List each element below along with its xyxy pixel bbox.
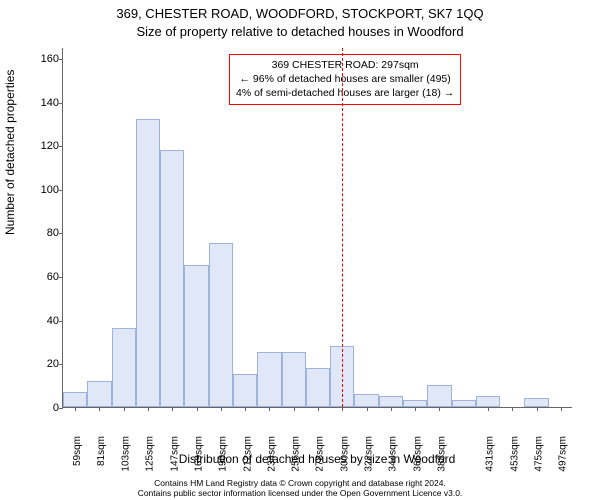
- plot-area: 369 CHESTER ROAD: 297sqm ← 96% of detach…: [62, 48, 572, 408]
- y-tick-mark: [59, 146, 63, 147]
- x-tick-mark: [318, 407, 319, 411]
- histogram-bar: [233, 374, 257, 407]
- x-tick-mark: [342, 407, 343, 411]
- histogram-bar: [427, 385, 451, 407]
- x-tick-mark: [488, 407, 489, 411]
- x-tick-mark: [99, 407, 100, 411]
- marker-info-box: 369 CHESTER ROAD: 297sqm ← 96% of detach…: [229, 54, 461, 105]
- y-tick-label: 40: [23, 315, 59, 327]
- y-tick-mark: [59, 190, 63, 191]
- histogram-bar: [476, 396, 500, 407]
- histogram-bar: [112, 328, 136, 407]
- histogram-bar: [209, 243, 233, 407]
- marker-line: [342, 48, 343, 407]
- histogram-bar: [136, 119, 160, 407]
- infobox-line2: ← 96% of detached houses are smaller (49…: [236, 72, 454, 86]
- infobox-line1: 369 CHESTER ROAD: 297sqm: [236, 58, 454, 72]
- x-tick-mark: [415, 407, 416, 411]
- y-tick-label: 120: [23, 140, 59, 152]
- y-tick-label: 60: [23, 271, 59, 283]
- histogram-bar: [184, 265, 208, 407]
- chart-title-main: 369, CHESTER ROAD, WOODFORD, STOCKPORT, …: [0, 6, 600, 21]
- x-tick-mark: [245, 407, 246, 411]
- x-tick-mark: [172, 407, 173, 411]
- histogram-bar: [63, 392, 87, 407]
- y-tick-label: 140: [23, 97, 59, 109]
- histogram-bar: [379, 396, 403, 407]
- y-tick-mark: [59, 59, 63, 60]
- x-tick-mark: [269, 407, 270, 411]
- y-tick-label: 0: [23, 402, 59, 414]
- infobox-line3: 4% of semi-detached houses are larger (1…: [236, 86, 454, 100]
- histogram-bar: [257, 352, 281, 407]
- histogram-bar: [354, 394, 378, 407]
- footer-line1: Contains HM Land Registry data © Crown c…: [154, 478, 446, 488]
- footer-line2: Contains public sector information licen…: [138, 488, 463, 498]
- y-tick-mark: [59, 103, 63, 104]
- chart-title-sub: Size of property relative to detached ho…: [0, 24, 600, 39]
- y-tick-mark: [59, 277, 63, 278]
- x-tick-mark: [148, 407, 149, 411]
- x-tick-mark: [197, 407, 198, 411]
- x-tick-mark: [439, 407, 440, 411]
- chart-container: 369, CHESTER ROAD, WOODFORD, STOCKPORT, …: [0, 0, 600, 500]
- histogram-bar: [160, 150, 184, 407]
- y-tick-mark: [59, 321, 63, 322]
- x-axis-label: Distribution of detached houses by size …: [62, 452, 572, 466]
- x-tick-mark: [391, 407, 392, 411]
- histogram-bar: [452, 400, 476, 407]
- x-tick-mark: [512, 407, 513, 411]
- x-tick-mark: [367, 407, 368, 411]
- y-tick-mark: [59, 233, 63, 234]
- x-tick-mark: [124, 407, 125, 411]
- y-tick-mark: [59, 364, 63, 365]
- y-tick-label: 20: [23, 358, 59, 370]
- x-tick-mark: [75, 407, 76, 411]
- footer-attribution: Contains HM Land Registry data © Crown c…: [0, 478, 600, 498]
- y-tick-label: 160: [23, 53, 59, 65]
- x-tick-mark: [537, 407, 538, 411]
- histogram-bar: [282, 352, 306, 407]
- histogram-bar: [87, 381, 111, 407]
- y-tick-mark: [59, 408, 63, 409]
- x-tick-mark: [221, 407, 222, 411]
- histogram-bar: [524, 398, 548, 407]
- histogram-bar: [306, 368, 330, 407]
- y-axis-label: Number of detached properties: [3, 70, 17, 235]
- x-tick-mark: [561, 407, 562, 411]
- x-tick-mark: [294, 407, 295, 411]
- y-tick-label: 80: [23, 227, 59, 239]
- y-tick-label: 100: [23, 184, 59, 196]
